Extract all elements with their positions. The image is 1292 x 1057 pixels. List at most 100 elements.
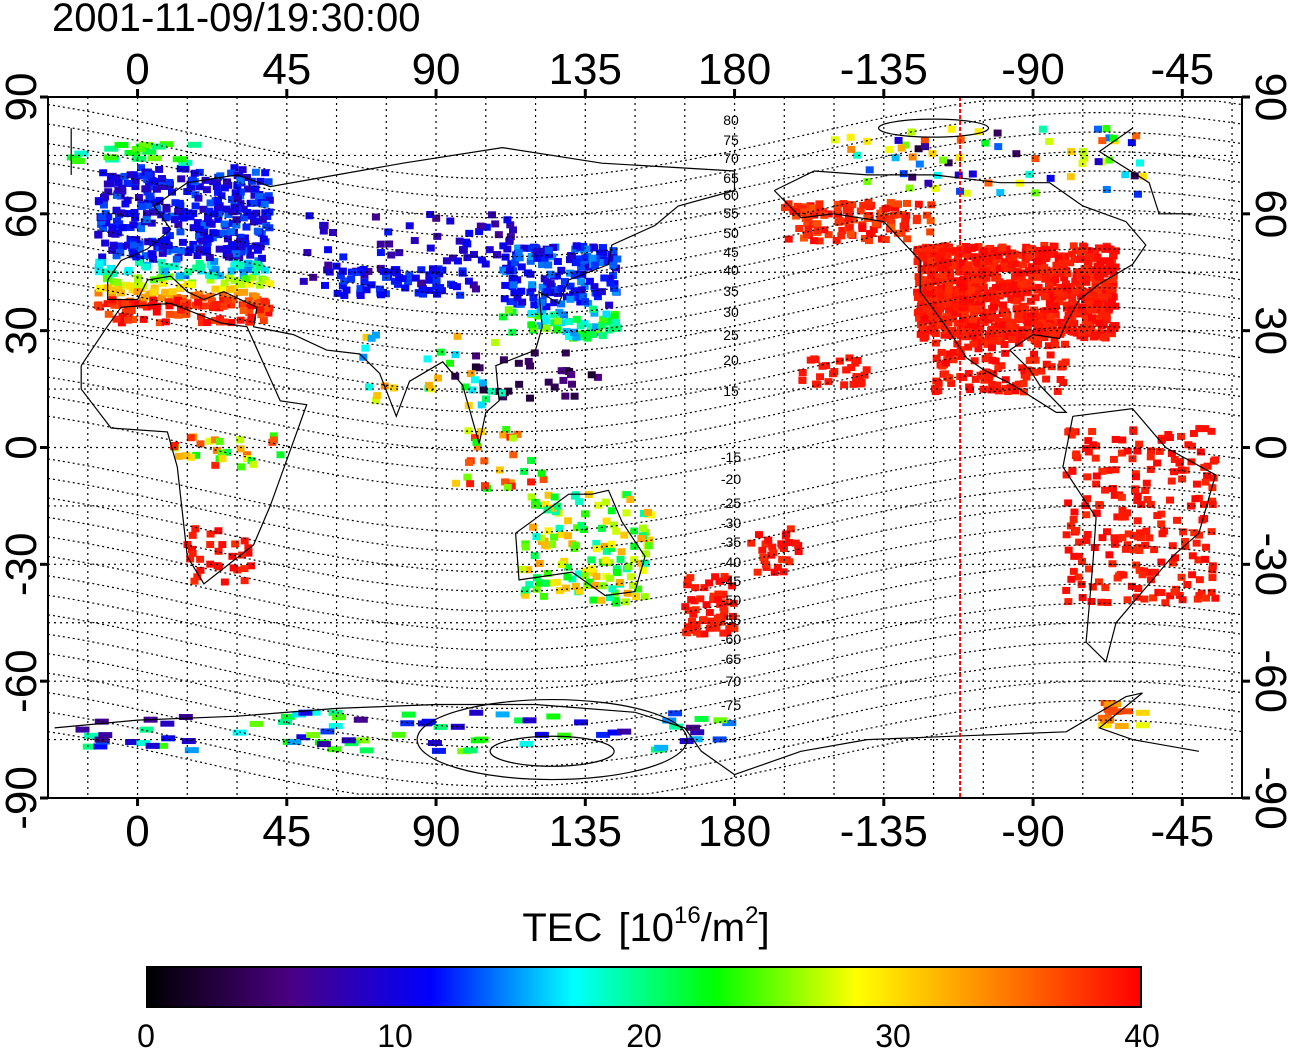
tec-cell — [971, 322, 980, 330]
tec-cell — [341, 737, 356, 744]
tec-cell — [360, 278, 369, 286]
tec-cell — [401, 284, 410, 292]
tec-cell — [1109, 322, 1118, 330]
tec-cell — [522, 717, 537, 724]
tec-cell — [933, 321, 942, 329]
tec-cell — [499, 393, 508, 401]
tec-cell — [1098, 534, 1107, 542]
tec-cell — [1208, 500, 1217, 508]
tec-cell — [1102, 312, 1111, 320]
tec-cell — [352, 269, 361, 277]
tec-cell — [700, 630, 709, 638]
tec-cell — [798, 368, 807, 376]
tec-cell — [769, 549, 778, 557]
tec-cell — [205, 254, 214, 262]
coastline — [515, 489, 646, 597]
tec-cell — [101, 239, 110, 247]
tec-cell — [605, 594, 614, 602]
tec-cell — [542, 324, 551, 332]
tec-cell — [607, 540, 616, 548]
tec-cell — [508, 328, 517, 336]
mag-pole-oval-north — [877, 118, 990, 138]
tec-cell — [849, 380, 858, 388]
tec-cell — [243, 208, 252, 216]
tec-cell — [527, 309, 536, 317]
tec-cell — [237, 463, 246, 471]
tec-cell — [514, 249, 523, 257]
tec-cell — [391, 731, 406, 738]
tec-cell — [881, 205, 890, 213]
tec-cell — [728, 612, 737, 620]
tec-cell — [1038, 319, 1047, 327]
tec-cell — [425, 381, 434, 389]
tec-cell — [1140, 595, 1149, 603]
tec-cell — [589, 305, 598, 313]
tec-cell — [1070, 319, 1079, 327]
tec-cell — [979, 308, 988, 316]
tec-cell — [240, 565, 249, 573]
tec-cell — [249, 460, 258, 468]
tec-cell — [988, 380, 997, 388]
tec-cell — [507, 482, 516, 490]
tec-cell — [223, 235, 232, 243]
tec-cell — [93, 743, 108, 750]
tec-cell — [570, 544, 579, 552]
tec-cell — [967, 305, 976, 313]
tec-cell — [269, 432, 278, 440]
tec-cell — [1132, 561, 1141, 569]
tec-cell — [1030, 350, 1039, 358]
tec-cell — [990, 262, 999, 270]
tec-cell — [926, 283, 935, 291]
tec-cell — [581, 254, 590, 262]
tec-cell — [1146, 453, 1155, 461]
tec-cell — [588, 330, 597, 338]
tec-cell — [112, 315, 121, 323]
tec-cell — [228, 552, 237, 560]
tec-cell — [963, 279, 972, 287]
mag-contour — [47, 446, 1243, 534]
tec-cell — [476, 222, 485, 230]
tec-cell — [1209, 474, 1218, 482]
tec-cell — [515, 380, 524, 388]
tec-cell — [594, 501, 603, 509]
tec-cell — [231, 250, 240, 258]
tec-cell — [215, 245, 224, 253]
tec-cell — [1133, 190, 1142, 198]
tec-cell — [172, 311, 181, 319]
tec-cell — [362, 333, 371, 341]
tec-cell — [1059, 290, 1068, 298]
tec-cell — [719, 629, 728, 637]
tec-cell — [1085, 565, 1094, 573]
tec-cell — [1100, 270, 1109, 278]
tec-cell — [954, 254, 963, 262]
tec-cell — [1088, 306, 1097, 314]
tec-cell — [376, 240, 385, 248]
tec-cell — [1209, 457, 1218, 465]
tec-cell — [220, 318, 229, 326]
tec-cell — [590, 309, 599, 317]
tec-cell — [758, 546, 767, 554]
tec-cell — [785, 558, 794, 566]
tec-cell — [193, 219, 202, 227]
tec-cell — [705, 579, 714, 587]
mag-contour — [47, 622, 1243, 709]
tec-cell — [688, 617, 697, 625]
tec-cell — [960, 310, 969, 318]
tec-cell — [1208, 562, 1217, 570]
tec-cell — [994, 328, 1003, 336]
tec-cell — [613, 324, 622, 332]
tec-cell — [1123, 447, 1132, 455]
tec-cell — [425, 276, 434, 284]
tec-cell — [1062, 586, 1071, 594]
tec-cell — [1155, 447, 1164, 455]
tec-cell — [1142, 527, 1151, 535]
tec-cell — [1006, 321, 1015, 329]
tec-cell — [544, 527, 553, 535]
tec-cell — [471, 363, 480, 371]
tec-cell — [784, 235, 793, 243]
tec-cell — [943, 354, 952, 362]
tec-cell — [176, 228, 185, 236]
tec-cell — [554, 317, 563, 325]
tec-cell — [1021, 248, 1030, 256]
tec-cell — [681, 603, 690, 611]
